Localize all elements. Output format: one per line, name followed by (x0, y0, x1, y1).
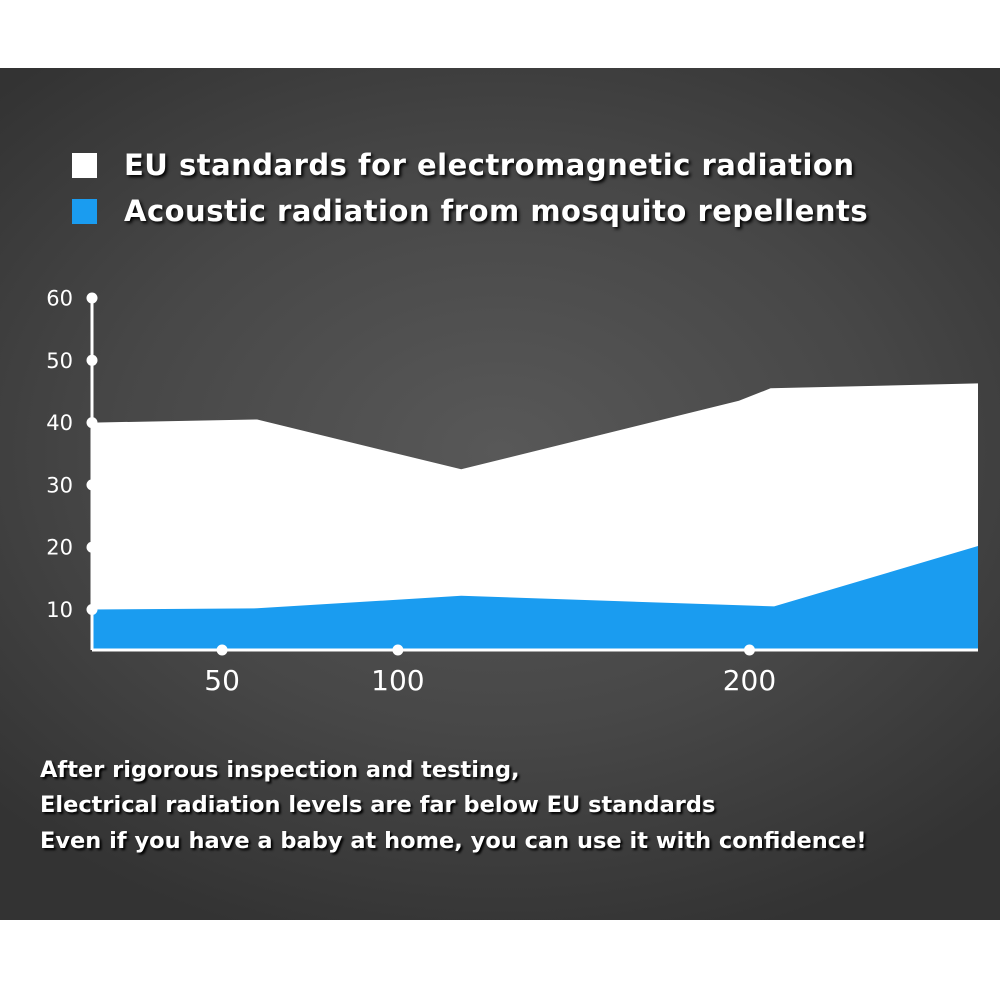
x-tick-dot (743, 644, 755, 656)
y-tick-dot (86, 541, 98, 553)
legend-item-acoustic-radiation: Acoustic radiation from mosquito repelle… (72, 194, 868, 228)
caption-line-3: Even if you have a baby at home, you can… (40, 828, 867, 854)
legend-label: EU standards for electromagnetic radiati… (124, 148, 855, 182)
y-tick-label: 40 (46, 411, 73, 435)
y-tick-label: 30 (46, 473, 73, 497)
legend-label: Acoustic radiation from mosquito repelle… (124, 194, 869, 228)
legend-swatch-white (72, 152, 97, 178)
y-tick-dot (86, 604, 98, 616)
legend-item-eu-standards: EU standards for electromagnetic radiati… (72, 148, 855, 182)
y-tick-dot (86, 417, 98, 429)
x-tick-label: 200 (723, 664, 776, 697)
y-tick-label: 20 (46, 536, 73, 560)
legend-swatch-blue (72, 198, 97, 224)
y-tick-label: 50 (46, 349, 73, 373)
x-tick-dot (216, 644, 228, 656)
acoustic-radiation-area (92, 546, 978, 650)
y-tick-label: 10 (46, 598, 73, 622)
x-tick-label: 100 (371, 664, 424, 697)
chart-areas (92, 383, 978, 650)
x-tick-label: 50 (204, 664, 240, 697)
y-tick-dot (86, 354, 98, 366)
chart-ticks: 10 20 30 40 50 60 50 100 200 (46, 287, 776, 698)
y-tick-dot (86, 479, 98, 491)
caption-line-1: After rigorous inspection and testing, (40, 757, 520, 783)
x-tick-dot (392, 644, 404, 656)
y-tick-label: 60 (46, 287, 73, 311)
caption-line-2: Electrical radiation levels are far belo… (40, 792, 716, 818)
y-tick-dot (86, 292, 98, 304)
eu-standards-area (92, 383, 978, 650)
